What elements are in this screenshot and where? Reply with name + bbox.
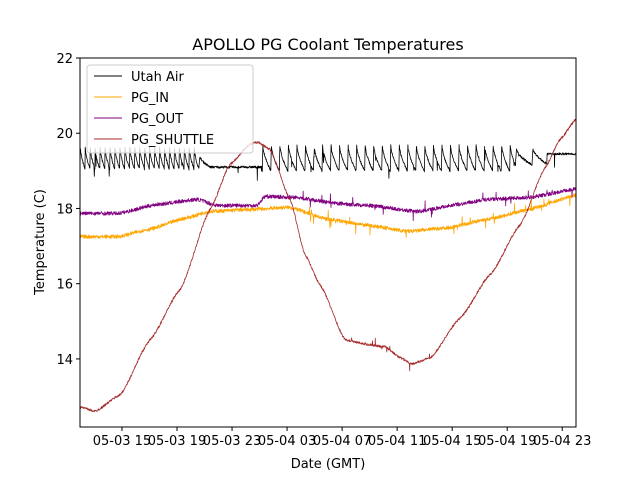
- x-tick-label: 05-04 23: [533, 434, 591, 449]
- legend-label: Utah Air: [131, 70, 184, 85]
- plot-frame: [79, 57, 577, 428]
- legend-item: PG_OUT: [94, 112, 183, 127]
- legend-label: PG_IN: [131, 91, 169, 106]
- x-tick-label: 05-04 07: [313, 434, 371, 449]
- x-tick-label: 05-04 11: [368, 434, 426, 449]
- y-tick-label: 14: [56, 353, 73, 368]
- x-tick-label: 05-03 23: [203, 434, 261, 449]
- x-tick-label: 05-03 19: [148, 434, 206, 449]
- legend-box: [86, 64, 254, 154]
- y-axis-label: Temperature (C): [33, 189, 48, 296]
- x-tick-label: 05-04 19: [478, 434, 536, 449]
- legend-item: PG_IN: [94, 91, 169, 106]
- y-tick-label: 20: [56, 127, 73, 142]
- series-line-pg-shuttle: [80, 118, 576, 413]
- legend-item: Utah Air: [94, 70, 184, 85]
- legend-label: PG_OUT: [131, 112, 183, 127]
- chart-title: APOLLO PG Coolant Temperatures: [192, 35, 463, 54]
- x-tick-label: 05-04 15: [423, 434, 481, 449]
- series-layer: [80, 118, 576, 413]
- x-tick-label: 05-04 03: [258, 434, 316, 449]
- legend-label: PG_SHUTTLE: [131, 133, 214, 148]
- y-axis: 14 16 18 20 22: [56, 52, 80, 368]
- y-tick-label: 22: [56, 52, 73, 67]
- x-axis-label: Date (GMT): [291, 457, 366, 472]
- y-tick-label: 16: [56, 278, 73, 293]
- legend-item: PG_SHUTTLE: [94, 133, 214, 148]
- y-tick-label: 18: [56, 202, 73, 217]
- x-tick-label: 05-03 15: [93, 434, 151, 449]
- series-line-pg-out: [80, 187, 576, 222]
- legend: Utah Air PG_IN PG_OUT PG_SHUTTLE: [86, 64, 254, 154]
- series-line-pg-in: [80, 193, 576, 239]
- series-line-utah-air: [80, 144, 576, 181]
